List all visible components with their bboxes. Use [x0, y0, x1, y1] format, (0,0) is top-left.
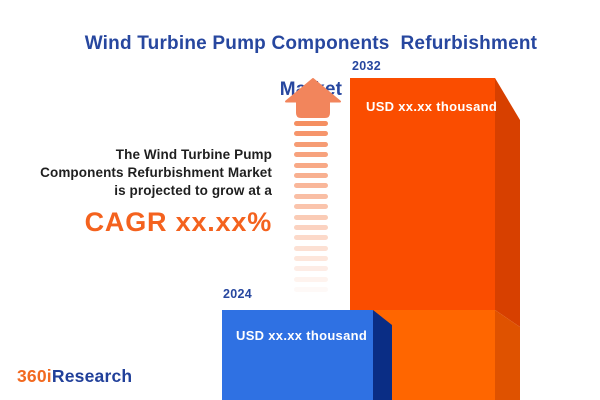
arrow-dash — [294, 152, 328, 158]
annotation-line3: is projected to grow at a — [114, 183, 272, 198]
arrow-dash — [294, 287, 328, 293]
arrow-dash — [294, 183, 328, 189]
bar-2024-value-label: USD xx.xx thousand — [236, 328, 368, 343]
page-title-line1: Wind Turbine Pump Components Refurbishme… — [84, 33, 538, 54]
brand-logo: 360iResearch — [17, 366, 132, 387]
arrow-dash — [294, 224, 328, 230]
arrow-dash — [294, 276, 328, 282]
arrow-dash — [294, 141, 328, 147]
bar-2032-year-label: 2032 — [352, 59, 382, 73]
growth-arrow-up-icon — [285, 78, 341, 118]
bar-2032-face-upper — [350, 78, 495, 310]
bar-2032-value-label: USD xx.xx thousand — [366, 99, 498, 114]
arrow-dash — [294, 162, 328, 168]
annotation-line1: The Wind Turbine Pump — [115, 147, 272, 162]
brand-logo-prefix: 360i — [17, 366, 52, 386]
bar-2024-face — [222, 310, 373, 400]
arrow-dash — [294, 204, 328, 210]
arrow-dash — [294, 131, 328, 137]
arrow-dash — [294, 193, 328, 199]
brand-logo-suffix: Research — [51, 366, 133, 386]
arrow-dash — [294, 214, 328, 220]
annotation-line2: Components Refurbishment Market — [40, 165, 272, 180]
arrow-dash — [294, 266, 328, 272]
bar-2024-year-label: 2024 — [223, 287, 253, 301]
arrow-dash — [294, 245, 328, 251]
arrow-dash — [294, 256, 328, 262]
bar-2032-3d-side — [495, 78, 520, 400]
arrow-dash — [294, 172, 328, 178]
growth-arrow-fading-dashes — [294, 121, 328, 298]
arrow-dash — [294, 121, 328, 126]
arrow-dash — [294, 235, 328, 241]
bar-2024-3d-side — [373, 310, 392, 400]
annotation-block: The Wind Turbine Pump Components Refurbi… — [4, 146, 272, 237]
cagr-value: CAGR xx.xx% — [84, 207, 272, 237]
